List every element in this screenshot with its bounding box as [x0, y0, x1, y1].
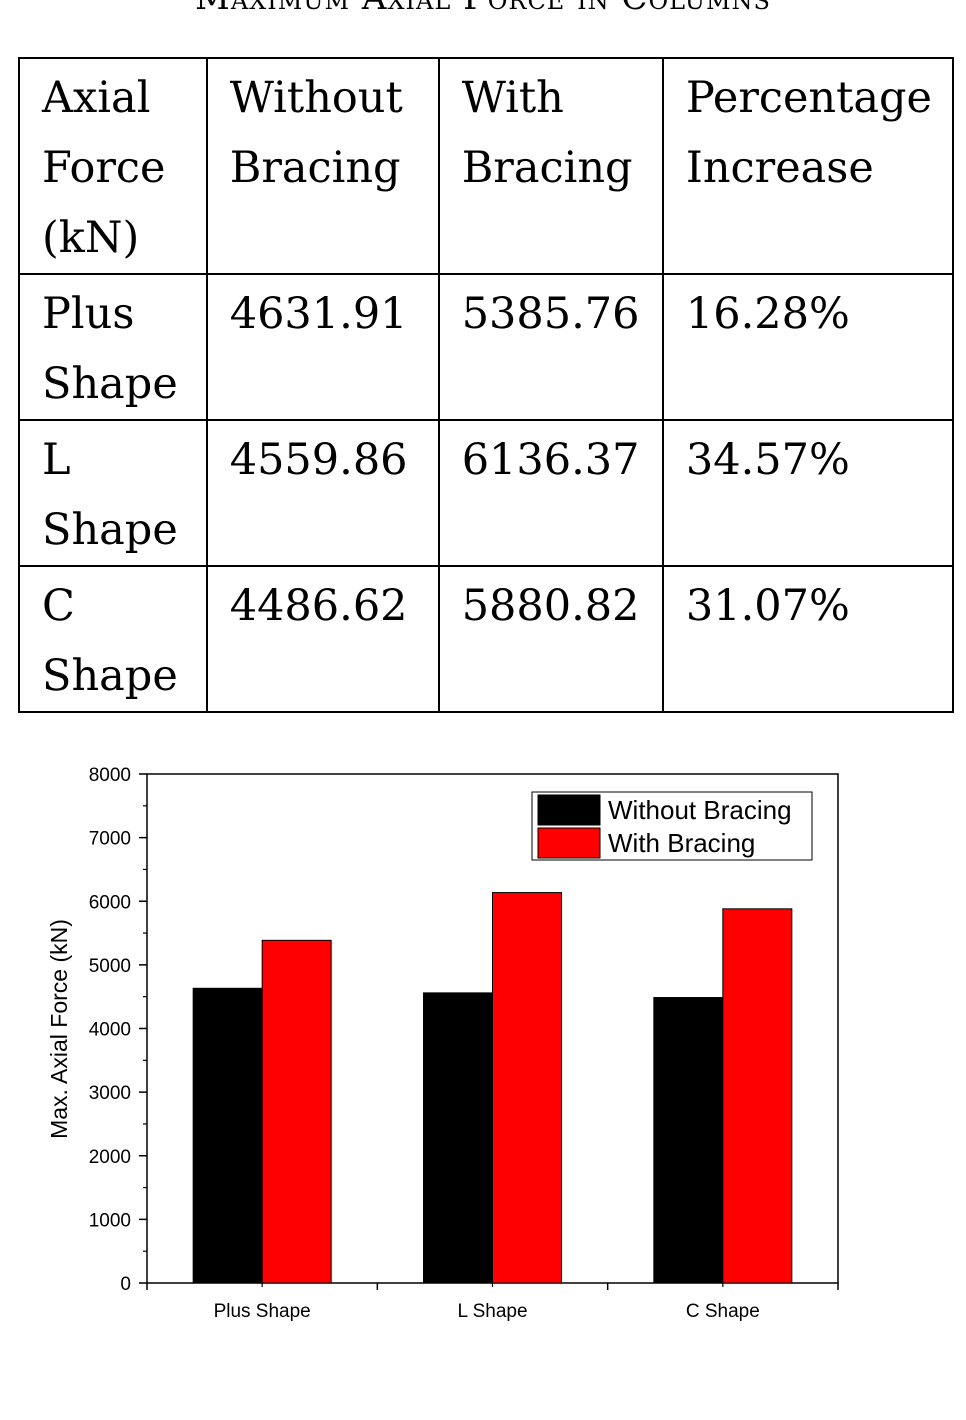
legend-label: With Bracing [608, 828, 755, 858]
bar-chart: Max. Axial Force (kN) Plus Shape L Shape C… [46, 765, 839, 1322]
cell-percentage-increase: 31.07% [661, 565, 955, 713]
row-label: C Shape [18, 565, 208, 713]
cell-percentage-increase: 16.28% [661, 273, 955, 421]
y-tick-label: 0 [120, 1274, 131, 1295]
cell-with-bracing: 6136.37 [437, 419, 664, 567]
bar-with-bracing-c-shape [722, 908, 793, 1284]
y-axis-title: Max. Axial Force (kN) [46, 919, 72, 1139]
cell-without-bracing: 4486.62 [205, 565, 440, 713]
legend-swatch-with-bracing [537, 827, 601, 859]
legend-label: Without Bracing [608, 795, 792, 825]
bar-with-bracing-plus-shape [261, 939, 332, 1284]
bar-without-bracing-c-shape [653, 997, 724, 1284]
table-row: C Shape 4486.62 5880.82 31.07% [18, 565, 955, 713]
table-header-row: Axial Force (kN) Without Bracing With Br… [18, 57, 955, 275]
row-label: Plus Shape [18, 273, 208, 421]
x-tick-label: Plus Shape [214, 1301, 311, 1322]
x-tick-label: C Shape [686, 1301, 760, 1322]
cell-with-bracing: 5880.82 [437, 565, 664, 713]
table-row: L Shape 4559.86 6136.37 34.57% [18, 419, 955, 567]
header-without-bracing: Without Bracing [205, 57, 440, 275]
y-tick-label: 4000 [89, 1020, 131, 1041]
table-row: Plus Shape 4631.91 5385.76 16.28% [18, 273, 955, 421]
results-table: Axial Force (kN) Without Bracing With Br… [18, 57, 955, 713]
cell-without-bracing: 4631.91 [205, 273, 440, 421]
y-tick-label: 6000 [89, 892, 131, 913]
table-title: Maximum Axial Force in Columns [0, 0, 966, 18]
y-tick-label: 7000 [89, 829, 131, 850]
cell-without-bracing: 4559.86 [205, 419, 440, 567]
y-tick-label: 2000 [89, 1147, 131, 1168]
header-axial-force: Axial Force (kN) [18, 57, 208, 275]
header-percentage-increase: Percentage Increase [661, 57, 955, 275]
y-tick-label: 1000 [89, 1210, 131, 1231]
legend-swatch-without-bracing [537, 794, 601, 826]
bar-without-bracing-l-shape [423, 992, 493, 1284]
y-tick-label: 5000 [89, 956, 131, 977]
y-tick-label: 3000 [89, 1083, 131, 1104]
bar-without-bracing-plus-shape [192, 987, 263, 1284]
y-tick-label: 8000 [89, 765, 131, 786]
cell-with-bracing: 5385.76 [437, 273, 664, 421]
x-tick-label: L Shape [457, 1301, 527, 1322]
row-label: L Shape [18, 419, 208, 567]
cell-percentage-increase: 34.57% [661, 419, 955, 567]
header-with-bracing: With Bracing [437, 57, 664, 275]
bar-with-bracing-l-shape [492, 892, 562, 1284]
